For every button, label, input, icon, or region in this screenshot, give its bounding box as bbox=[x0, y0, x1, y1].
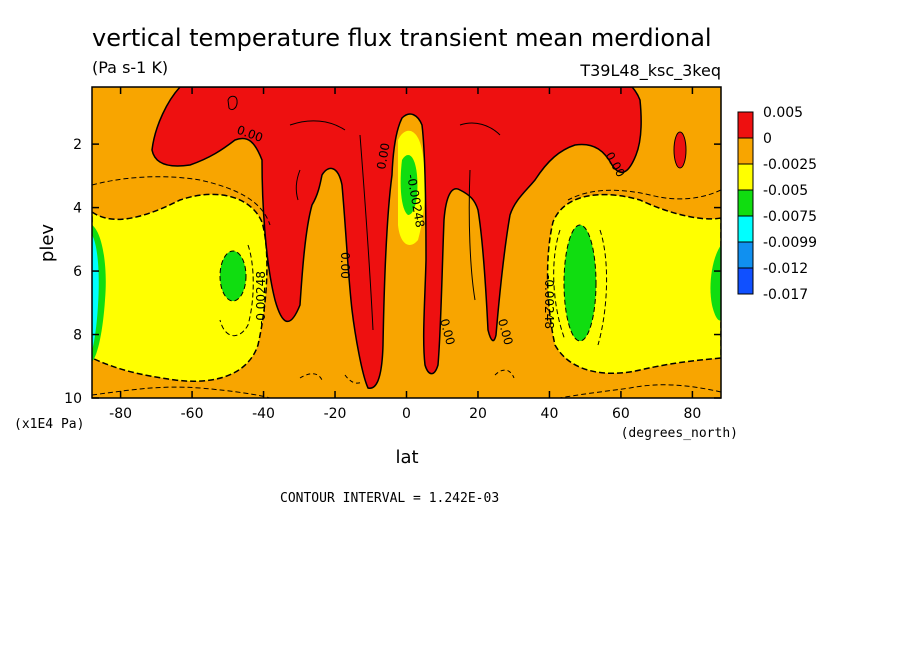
x-axis-label: lat bbox=[395, 447, 418, 468]
legend-swatch bbox=[737, 111, 754, 139]
y-tick-label: 8 bbox=[73, 328, 82, 344]
x-tick-label: -80 bbox=[109, 406, 132, 422]
region-green-south bbox=[219, 250, 247, 302]
y-tick-label: 10 bbox=[64, 391, 82, 407]
contour-interval-note: CONTOUR INTERVAL = 1.242E-03 bbox=[280, 491, 499, 506]
contour-lines bbox=[92, 120, 721, 398]
y-tick-label: 2 bbox=[73, 137, 82, 153]
color-legend: 0.005 0 -0.0025 -0.005 -0.0075 -0.0099 -0.012 -… bbox=[737, 105, 817, 303]
region-red-small-north bbox=[673, 131, 687, 169]
region-yellow-south bbox=[92, 193, 268, 382]
region-red bbox=[151, 87, 642, 389]
legend-swatch bbox=[737, 163, 754, 191]
x-tick-label: 80 bbox=[683, 406, 701, 422]
dataset-label: T39L48_ksc_3keq bbox=[579, 61, 721, 81]
legend-level-label: -0.0075 bbox=[763, 209, 817, 225]
x-axis-ticks: -80 -60 -40 -20 0 20 40 60 80 bbox=[109, 87, 701, 422]
legend-level-label: -0.005 bbox=[763, 183, 808, 199]
contour-label: 0.00 bbox=[374, 142, 392, 171]
legend-level-label: -0.012 bbox=[763, 261, 808, 277]
x-tick-label: -20 bbox=[324, 406, 347, 422]
region-green-equator bbox=[400, 155, 418, 215]
region-cyan-southpole bbox=[92, 235, 99, 350]
legend-swatch bbox=[737, 215, 754, 243]
legend-level-label: 0.005 bbox=[763, 105, 803, 121]
contour-label: 0.00 bbox=[437, 317, 457, 346]
y-tick-label: 6 bbox=[73, 264, 82, 280]
y-tick-label: 4 bbox=[73, 201, 82, 217]
y-axis-ticks: 2 4 6 8 10 bbox=[64, 137, 721, 407]
legend-swatch bbox=[737, 267, 754, 295]
x-tick-label: 40 bbox=[541, 406, 559, 422]
contour-label: 0.00 bbox=[338, 252, 352, 279]
legend-swatch bbox=[737, 241, 754, 269]
y-axis-units: (x1E4 Pa) bbox=[14, 417, 84, 432]
chart-title: vertical temperature flux transient mean… bbox=[92, 24, 712, 52]
legend-level-label: -0.0025 bbox=[763, 157, 817, 173]
region-red-small-polar bbox=[227, 95, 238, 111]
x-axis-units: (degrees_north) bbox=[621, 426, 738, 441]
plot-area: 0.00 0.00 0.00 0.00 0.00 0.00 -0.00248 -… bbox=[92, 87, 721, 398]
chart-units: (Pa s-1 K) bbox=[92, 58, 168, 77]
contour-label: -0.00248 bbox=[254, 271, 268, 325]
legend-level-label: -0.017 bbox=[763, 287, 808, 303]
legend-swatch bbox=[737, 189, 754, 217]
x-tick-label: -60 bbox=[181, 406, 204, 422]
x-tick-label: 60 bbox=[612, 406, 630, 422]
region-green-northpole bbox=[710, 245, 721, 321]
contour-label: -0.00248 bbox=[542, 275, 556, 329]
legend-level-label: 0 bbox=[763, 131, 772, 147]
legend-swatch bbox=[737, 137, 754, 165]
x-tick-label: 0 bbox=[402, 406, 411, 422]
contour-label: 0.00 bbox=[495, 317, 515, 346]
x-tick-label: 20 bbox=[469, 406, 487, 422]
region-yellow-north bbox=[546, 193, 721, 375]
x-tick-label: -40 bbox=[252, 406, 275, 422]
region-green-north bbox=[563, 224, 597, 342]
y-axis-label: plev bbox=[37, 224, 58, 263]
legend-level-label: -0.0099 bbox=[763, 235, 817, 251]
